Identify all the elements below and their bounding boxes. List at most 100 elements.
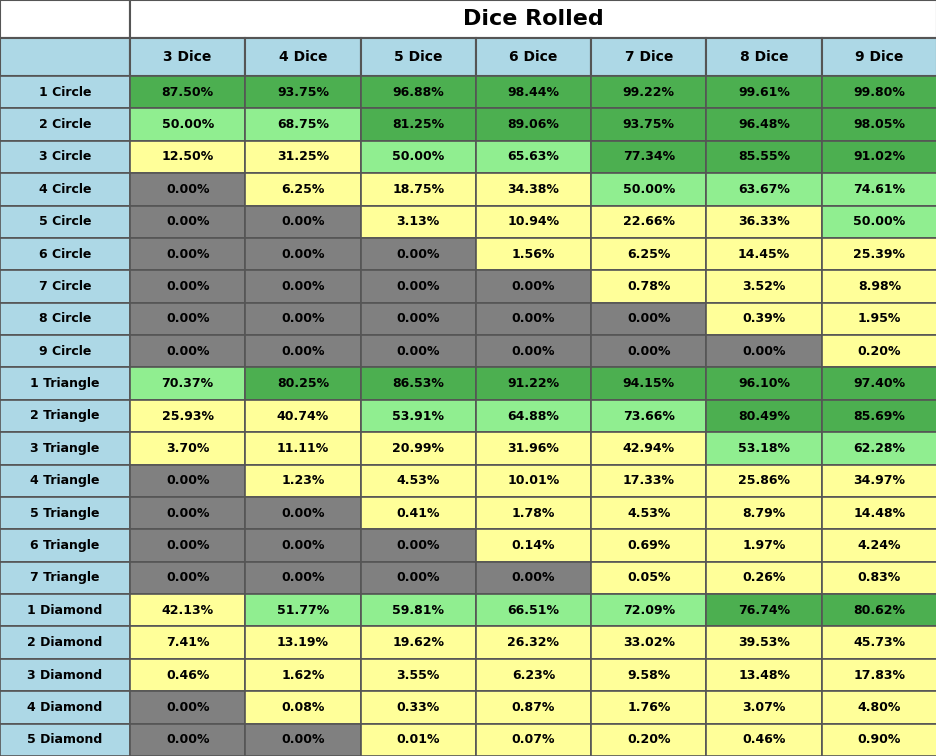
Bar	[591, 691, 706, 723]
Text: 66.51%: 66.51%	[507, 604, 559, 617]
Text: 25.86%: 25.86%	[738, 474, 789, 488]
Text: 6.25%: 6.25%	[281, 183, 324, 196]
Text: 72.09%: 72.09%	[622, 604, 674, 617]
Bar	[706, 465, 821, 497]
Bar	[591, 238, 706, 271]
Bar	[475, 529, 591, 562]
Bar	[475, 302, 591, 335]
Text: 53.18%: 53.18%	[738, 442, 789, 455]
Text: 91.22%: 91.22%	[507, 377, 559, 390]
Text: 8 Circle: 8 Circle	[38, 312, 91, 325]
Text: 1 Diamond: 1 Diamond	[27, 604, 103, 617]
Bar	[706, 367, 821, 400]
Text: 0.41%: 0.41%	[396, 507, 440, 519]
Text: 3 Diamond: 3 Diamond	[27, 668, 102, 682]
Bar	[821, 465, 936, 497]
Text: 17.83%: 17.83%	[853, 668, 904, 682]
Bar	[591, 76, 706, 108]
Text: 25.39%: 25.39%	[853, 248, 904, 261]
Text: 99.61%: 99.61%	[738, 85, 789, 99]
Text: 50.00%: 50.00%	[853, 215, 904, 228]
Bar	[245, 497, 360, 529]
Bar	[130, 141, 245, 173]
Bar	[130, 627, 245, 659]
Text: 80.49%: 80.49%	[738, 410, 789, 423]
Text: 0.00%: 0.00%	[166, 507, 209, 519]
Bar	[821, 400, 936, 432]
Text: 0.00%: 0.00%	[396, 345, 440, 358]
Bar	[821, 302, 936, 335]
Bar	[821, 271, 936, 302]
Bar	[130, 465, 245, 497]
Text: 99.80%: 99.80%	[853, 85, 904, 99]
Bar	[0, 594, 130, 627]
Bar	[0, 659, 130, 691]
Bar	[475, 465, 591, 497]
Bar	[0, 400, 130, 432]
Text: 74.61%: 74.61%	[853, 183, 904, 196]
Text: 94.15%: 94.15%	[622, 377, 674, 390]
Bar	[821, 38, 936, 76]
Text: 3.13%: 3.13%	[396, 215, 439, 228]
Bar	[0, 271, 130, 302]
Bar	[706, 562, 821, 594]
Bar	[130, 335, 245, 367]
Text: 12.50%: 12.50%	[161, 150, 213, 163]
Bar	[591, 723, 706, 756]
Bar	[245, 335, 360, 367]
Bar	[245, 76, 360, 108]
Text: 0.01%: 0.01%	[396, 733, 440, 746]
Text: 0.90%: 0.90%	[856, 733, 900, 746]
Text: 8.79%: 8.79%	[741, 507, 785, 519]
Text: 0.00%: 0.00%	[396, 248, 440, 261]
Bar	[0, 529, 130, 562]
Text: 20.99%: 20.99%	[392, 442, 444, 455]
Bar	[591, 594, 706, 627]
Bar	[360, 335, 475, 367]
Bar	[130, 271, 245, 302]
Text: 13.48%: 13.48%	[738, 668, 789, 682]
Text: 3.07%: 3.07%	[741, 701, 785, 714]
Bar	[245, 367, 360, 400]
Bar	[706, 238, 821, 271]
Bar	[706, 529, 821, 562]
Bar	[0, 723, 130, 756]
Bar	[706, 108, 821, 141]
Bar	[475, 141, 591, 173]
Bar	[130, 367, 245, 400]
Text: 0.46%: 0.46%	[166, 668, 209, 682]
Bar	[591, 562, 706, 594]
Bar	[706, 271, 821, 302]
Text: 45.73%: 45.73%	[853, 636, 904, 649]
Text: 0.00%: 0.00%	[511, 312, 555, 325]
Text: 0.00%: 0.00%	[166, 345, 209, 358]
Text: 0.33%: 0.33%	[396, 701, 439, 714]
Text: 0.00%: 0.00%	[166, 474, 209, 488]
Bar	[360, 659, 475, 691]
Bar	[0, 627, 130, 659]
Text: 42.13%: 42.13%	[161, 604, 213, 617]
Text: 76.74%: 76.74%	[738, 604, 789, 617]
Text: 59.81%: 59.81%	[392, 604, 444, 617]
Text: 9.58%: 9.58%	[626, 668, 669, 682]
Text: 96.48%: 96.48%	[738, 118, 789, 131]
Text: 42.94%: 42.94%	[622, 442, 674, 455]
Text: 0.00%: 0.00%	[281, 248, 325, 261]
Text: 4 Circle: 4 Circle	[38, 183, 91, 196]
Text: Dice Rolled: Dice Rolled	[462, 9, 603, 29]
Bar	[360, 723, 475, 756]
Bar	[130, 206, 245, 238]
Bar	[130, 0, 936, 38]
Bar	[245, 141, 360, 173]
Bar	[475, 432, 591, 465]
Text: 17.33%: 17.33%	[622, 474, 674, 488]
Text: 4.53%: 4.53%	[396, 474, 439, 488]
Bar	[706, 335, 821, 367]
Text: 51.77%: 51.77%	[276, 604, 329, 617]
Text: 0.00%: 0.00%	[396, 572, 440, 584]
Bar	[360, 367, 475, 400]
Bar	[475, 659, 591, 691]
Text: 98.05%: 98.05%	[853, 118, 904, 131]
Text: 1 Triangle: 1 Triangle	[30, 377, 99, 390]
Text: 0.00%: 0.00%	[281, 572, 325, 584]
